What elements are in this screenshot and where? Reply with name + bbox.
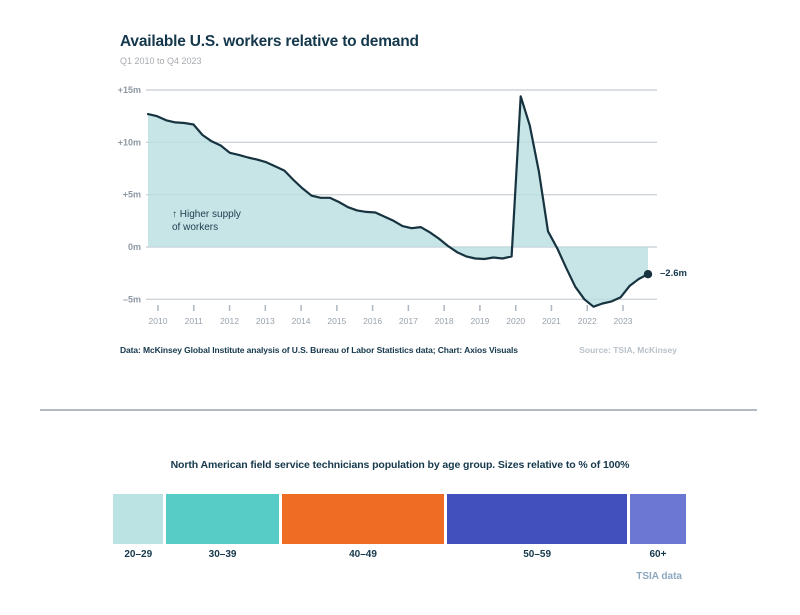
age-segment-3	[281, 494, 445, 544]
svg-text:2020: 2020	[506, 316, 525, 326]
age-segment-label-5: 60+	[649, 549, 667, 560]
svg-text:2021: 2021	[542, 316, 561, 326]
age-segment-5	[629, 494, 686, 544]
age-segment-label-2: 30–39	[208, 549, 237, 560]
svg-text:2011: 2011	[185, 316, 204, 326]
endpoint-value-label: –2.6m	[660, 268, 687, 279]
annotation-line-2: of workers	[172, 222, 219, 233]
age-segment-label-1: 20–29	[124, 549, 153, 560]
svg-text:+10m: +10m	[118, 137, 141, 147]
svg-text:+5m: +5m	[123, 190, 141, 200]
svg-text:2010: 2010	[149, 316, 168, 326]
svg-text:2013: 2013	[256, 316, 275, 326]
age-segment-label-4: 50–59	[523, 549, 552, 560]
workers-line-chart: +15m +10m +5m 0m –5m 2010 2011 2012 2013 2014 2015…	[118, 85, 657, 326]
bottom-chart-title: North American field service technicians…	[170, 459, 630, 471]
svg-text:2023: 2023	[614, 316, 633, 326]
svg-text:2022: 2022	[578, 316, 597, 326]
age-segment-4	[447, 494, 627, 544]
svg-text:2019: 2019	[470, 316, 489, 326]
age-segment-1	[113, 494, 164, 544]
annotation-line-1: ↑ Higher supply	[172, 209, 241, 220]
svg-text:–5m: –5m	[123, 294, 141, 304]
svg-text:0m: 0m	[128, 242, 141, 252]
svg-text:2018: 2018	[435, 316, 454, 326]
section-divider	[40, 409, 757, 411]
svg-text:2017: 2017	[399, 316, 418, 326]
top-chart-subtitle: Q1 2010 to Q4 2023	[120, 56, 202, 66]
age-segment-label-3: 40–49	[349, 549, 377, 560]
data-credit-caption: Data: McKinsey Global Institute analysis…	[120, 345, 518, 355]
svg-text:+15m: +15m	[118, 85, 141, 95]
age-bar-labels: 20–29 30–39 40–49 50–59 60+	[113, 549, 686, 560]
age-segment-2	[166, 494, 279, 544]
tsia-data-note: TSIA data	[636, 571, 682, 582]
svg-text:2015: 2015	[327, 316, 346, 326]
svg-text:2012: 2012	[220, 316, 239, 326]
svg-text:2014: 2014	[292, 316, 311, 326]
top-chart-title: Available U.S. workers relative to deman…	[120, 33, 419, 50]
higher-supply-annotation: ↑ Higher supply of workers	[172, 208, 241, 234]
source-note: Source: TSIA, McKinsey	[579, 345, 677, 355]
age-bar	[113, 494, 686, 544]
svg-text:2016: 2016	[363, 316, 382, 326]
